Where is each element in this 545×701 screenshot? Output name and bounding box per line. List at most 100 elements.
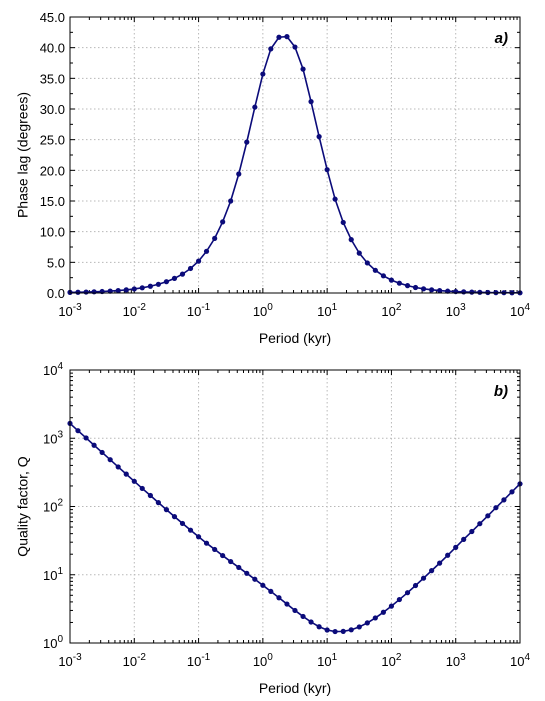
data-point — [276, 34, 282, 40]
y-tick-label-exponent: 4 — [57, 361, 63, 372]
data-point — [429, 287, 435, 293]
data-point — [203, 540, 210, 546]
data-point — [228, 558, 234, 565]
data-point — [396, 280, 402, 286]
data-point — [308, 99, 314, 105]
x-tick-label: 10-2 — [123, 302, 147, 319]
data-point — [340, 219, 346, 226]
panel-b-quality-factor-chart: 10-3 10-2 10-1 100 101 102 103 1041001011021031… — [15, 361, 531, 696]
data-point — [469, 528, 475, 535]
data-point — [179, 520, 186, 527]
y-tick-label: 104 — [43, 361, 63, 378]
panel-a-phase-lag-chart: 10-3 10-2 10-1 100 101 102 103 1040.05.010.015.… — [15, 10, 531, 346]
x-tick-label: 103 — [446, 302, 466, 319]
data-point — [412, 284, 419, 291]
x-tick-label-base: 10 — [58, 304, 72, 319]
data-point — [404, 283, 411, 289]
data-point — [268, 588, 274, 595]
data-point — [316, 134, 322, 140]
data-point — [308, 619, 314, 625]
data-point — [260, 582, 266, 588]
data-point — [115, 287, 121, 294]
x-tick-label: 104 — [510, 302, 530, 319]
data-point — [236, 564, 242, 571]
data-point — [195, 534, 202, 540]
data-point — [83, 289, 89, 295]
x-tick-label: 100 — [253, 652, 273, 669]
y-tick-label: 25.0 — [40, 133, 65, 148]
x-tick-label-base: 10 — [317, 654, 331, 669]
data-point — [469, 289, 475, 295]
data-point — [380, 273, 386, 279]
x-tick-label-exponent: 0 — [267, 302, 273, 313]
x-tick-label-exponent: 3 — [460, 302, 466, 313]
data-point — [420, 286, 427, 292]
data-point — [276, 595, 282, 601]
data-point — [139, 485, 145, 492]
y-tick-label: 102 — [43, 498, 63, 515]
x-tick-label-base: 10 — [446, 304, 460, 319]
x-tick-label-base: 10 — [446, 654, 460, 669]
x-tick-label: 10-3 — [58, 302, 82, 319]
x-tick-label: 101 — [317, 652, 337, 669]
data-point — [461, 536, 467, 542]
panel-b-y-axis-label: Quality factor, Q — [15, 456, 31, 556]
y-tick-label: 45.0 — [40, 10, 65, 25]
x-tick-label-exponent: -1 — [201, 652, 210, 663]
x-tick-label-exponent: 4 — [524, 302, 530, 313]
data-point — [284, 34, 290, 40]
x-tick-label: 104 — [510, 652, 530, 669]
data-point — [300, 613, 306, 620]
data-point — [179, 271, 186, 277]
data-point — [324, 627, 330, 633]
x-tick-label-exponent: 2 — [396, 302, 402, 313]
data-point — [412, 582, 419, 589]
panel-a-label: a) — [495, 30, 508, 47]
data-point — [292, 44, 298, 50]
data-point — [252, 576, 258, 582]
x-tick-label-base: 10 — [253, 304, 267, 319]
data-point — [477, 521, 483, 527]
y-tick-label-base: 10 — [43, 500, 57, 515]
data-point — [163, 507, 170, 513]
data-point — [396, 596, 402, 603]
data-point — [107, 457, 113, 463]
data-point — [203, 248, 210, 254]
data-point — [284, 601, 290, 607]
data-point — [316, 624, 322, 630]
data-point — [131, 286, 137, 292]
x-tick-label: 10-1 — [187, 302, 211, 319]
data-point — [212, 235, 218, 242]
y-tick-label: 0.0 — [47, 286, 65, 301]
x-tick-label-exponent: 2 — [396, 652, 402, 663]
x-tick-label-base: 10 — [187, 654, 201, 669]
y-tick-label: 15.0 — [40, 194, 65, 209]
y-tick-label-exponent: 0 — [57, 634, 63, 645]
y-tick-label-exponent: 2 — [57, 498, 63, 509]
data-point — [461, 289, 467, 295]
x-tick-label-base: 10 — [510, 304, 524, 319]
data-point — [139, 285, 145, 291]
y-tick-label-base: 10 — [43, 636, 57, 651]
x-tick-label-exponent: 4 — [524, 652, 530, 663]
data-point — [155, 500, 161, 506]
data-point — [131, 478, 137, 484]
data-point — [445, 552, 451, 558]
data-point — [356, 250, 362, 256]
x-tick-label-base: 10 — [510, 654, 524, 669]
data-point — [236, 171, 242, 177]
data-point — [171, 514, 178, 520]
x-tick-label-base: 10 — [58, 654, 72, 669]
data-point — [332, 628, 338, 635]
x-tick-label: 102 — [381, 302, 401, 319]
data-point — [493, 505, 499, 511]
y-tick-label: 30.0 — [40, 102, 65, 117]
data-point — [364, 260, 370, 266]
data-point — [123, 471, 129, 477]
x-tick-label-exponent: 1 — [332, 652, 338, 663]
y-tick-label: 5.0 — [47, 255, 65, 270]
data-point — [147, 283, 153, 289]
data-point — [83, 435, 89, 441]
data-point — [220, 552, 226, 559]
